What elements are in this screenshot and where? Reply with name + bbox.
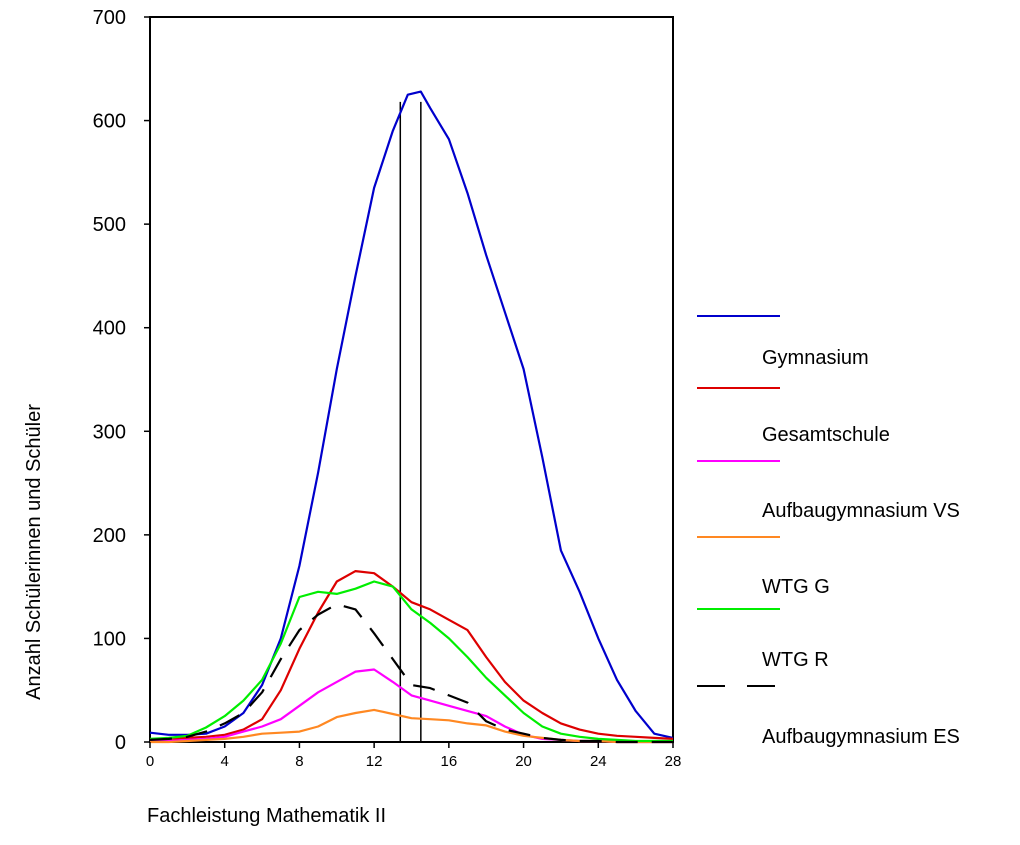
series-line-4 [150,708,673,744]
y-tick-label: 200 [93,525,126,547]
y-tick-label: 100 [93,628,126,650]
x-axis-ticks: 0 4 8 12 16 20 24 28 [146,742,682,770]
y-axis-ticks: 0 100 200 300 400 500 600 700 [93,7,150,754]
plot-area [149,16,674,744]
legend-label: Gymnasium [762,347,869,369]
series-group [149,90,674,744]
x-tick-label: 20 [515,753,532,770]
x-tick-label: 16 [441,753,458,770]
x-tick-label: 0 [146,753,154,770]
y-tick-label: 700 [93,7,126,29]
series-line-6 [149,603,673,744]
legend-label: WTG R [762,649,829,671]
x-tick-label: 4 [221,753,229,770]
series-line-3 [150,668,673,744]
y-tick-label: 600 [93,111,126,133]
legend-label: WTG G [762,576,830,598]
legend-label: Gesamtschule [762,424,890,446]
legend-label: Aufbaugymnasium VS [762,500,960,522]
series-line-2 [149,570,674,741]
y-tick-label: 500 [93,214,126,236]
plot-frame [149,16,674,743]
series-line-1 [149,90,674,739]
legend-label: Aufbaugymnasium ES [762,726,960,748]
y-tick-label: 0 [115,732,126,754]
x-tick-label: 28 [665,753,682,770]
series-line-5 [149,580,673,743]
legend: Gymnasium Gesamtschule Aufbaugymnasium VS W… [697,315,960,748]
x-tick-label: 12 [366,753,383,770]
reference-lines [399,101,422,742]
y-tick-label: 300 [93,421,126,443]
x-tick-label: 24 [590,753,607,770]
x-tick-label: 8 [295,753,303,770]
y-axis-label: Anzahl Schülerinnen und Schüler [23,404,45,700]
x-axis-label: Fachleistung Mathematik II [147,805,386,827]
y-tick-label: 400 [93,318,126,340]
